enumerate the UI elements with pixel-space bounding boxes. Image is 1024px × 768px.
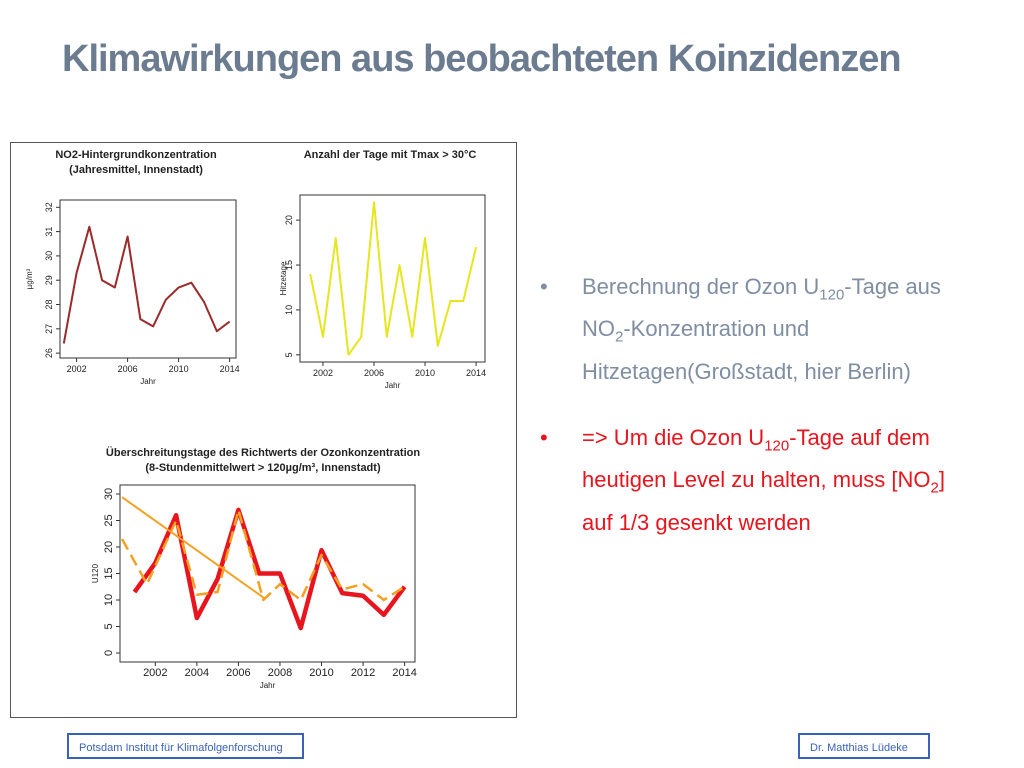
x-tick-label: 2004 — [185, 667, 209, 679]
bullet-marker: • — [540, 424, 548, 450]
y-axis-label: U120 — [91, 563, 100, 583]
y-axis-label: Hitzetage — [279, 261, 288, 295]
x-tick-label: 2014 — [220, 364, 240, 374]
x-tick-label: 2010 — [415, 368, 435, 378]
bullet: • Berechnung der Ozon U120-Tage aus NO2-K… — [540, 270, 960, 389]
y-tick-label: 15 — [103, 567, 115, 579]
bullet-text: => Um die Ozon U120-Tage auf dem heutige… — [582, 421, 960, 540]
panel-border — [10, 142, 517, 718]
data-line — [121, 496, 267, 600]
y-axis-label: µg/m³ — [25, 268, 34, 289]
bullet-list: • Berechnung der Ozon U120-Tage aus NO2-K… — [540, 270, 960, 572]
x-tick-label: 2002 — [67, 364, 87, 374]
footer-left: Potsdam Institut für Klimafolgenforschun… — [67, 733, 304, 759]
bullet-marker: • — [540, 274, 548, 299]
subscript: 120 — [764, 437, 790, 455]
y-tick-label: 5 — [284, 352, 294, 357]
chart-title: Anzahl der Tage mit Tmax > 30°C — [304, 149, 477, 161]
x-tick-label: 2002 — [143, 667, 167, 679]
subscript: 120 — [819, 286, 845, 304]
y-tick-label: 28 — [44, 300, 54, 310]
chart-panel: NO2-Hintergrundkonzentration (Jahresmitte… — [10, 142, 517, 718]
text-run: -Konzentration und Hitzetagen(Großstadt,… — [582, 316, 911, 384]
footer-right: Dr. Matthias Lüdeke — [798, 733, 930, 759]
y-tick-label: 27 — [44, 324, 54, 334]
y-tick-label: 10 — [284, 305, 294, 315]
plot-frame — [299, 194, 486, 363]
x-tick-label: 2014 — [392, 667, 416, 679]
subscript: 2 — [615, 328, 624, 346]
y-tick-label: 10 — [103, 594, 115, 606]
data-line — [120, 508, 406, 602]
y-tick-label: 20 — [103, 541, 115, 553]
slide-title: Klimawirkungen aus beobachteten Koinzide… — [62, 38, 902, 80]
x-tick-label: 2010 — [169, 364, 189, 374]
y-tick-label: 26 — [44, 348, 54, 358]
y-tick-label: 30 — [103, 488, 115, 500]
text-run: -Tage aus NO — [582, 274, 941, 342]
chart-title: NO2-Hintergrundkonzentration — [55, 149, 217, 161]
y-tick-label: 31 — [44, 227, 54, 237]
chart-title: (8-Stundenmittelwert > 120µg/m³, Innenst… — [145, 462, 381, 474]
plot-frame — [59, 199, 237, 359]
y-tick-label: 25 — [103, 514, 115, 526]
data-line — [62, 225, 231, 344]
x-axis-label: Jahr — [140, 377, 156, 386]
text-run: => Um die Ozon U — [582, 424, 765, 450]
x-tick-label: 2002 — [313, 368, 333, 378]
text-run: Berechnung der Ozon U — [582, 274, 820, 299]
y-tick-label: 32 — [44, 202, 54, 212]
text-run: -Tage auf dem heutigen Level zu halten, … — [582, 424, 931, 493]
x-tick-label: 2008 — [268, 667, 292, 679]
y-tick-label: 20 — [284, 215, 294, 225]
text-run: ] auf 1/3 gesenkt werden — [582, 467, 945, 535]
x-tick-label: 2014 — [466, 368, 486, 378]
x-tick-label: 2010 — [309, 667, 333, 679]
x-tick-label: 2006 — [118, 364, 138, 374]
x-tick-label: 2006 — [226, 667, 250, 679]
chart-title: (Jahresmittel, Innenstadt) — [69, 164, 203, 176]
bullet-text: Berechnung der Ozon U120-Tage aus NO2-Ko… — [582, 270, 960, 389]
x-tick-label: 2012 — [351, 667, 375, 679]
x-tick-label: 2006 — [364, 368, 384, 378]
y-tick-label: 15 — [284, 260, 294, 270]
x-axis-label: Jahr — [260, 681, 276, 690]
subscript: 2 — [930, 479, 939, 497]
y-tick-label: 29 — [44, 275, 54, 285]
bullet: • => Um die Ozon U120-Tage auf dem heutig… — [540, 421, 960, 540]
y-tick-label: 5 — [103, 623, 115, 629]
y-tick-label: 0 — [103, 650, 115, 656]
y-tick-label: 30 — [44, 251, 54, 261]
x-axis-label: Jahr — [385, 381, 401, 390]
data-line — [309, 201, 478, 356]
chart-title: Überschreitungstage des Richtwerts der O… — [106, 446, 420, 459]
